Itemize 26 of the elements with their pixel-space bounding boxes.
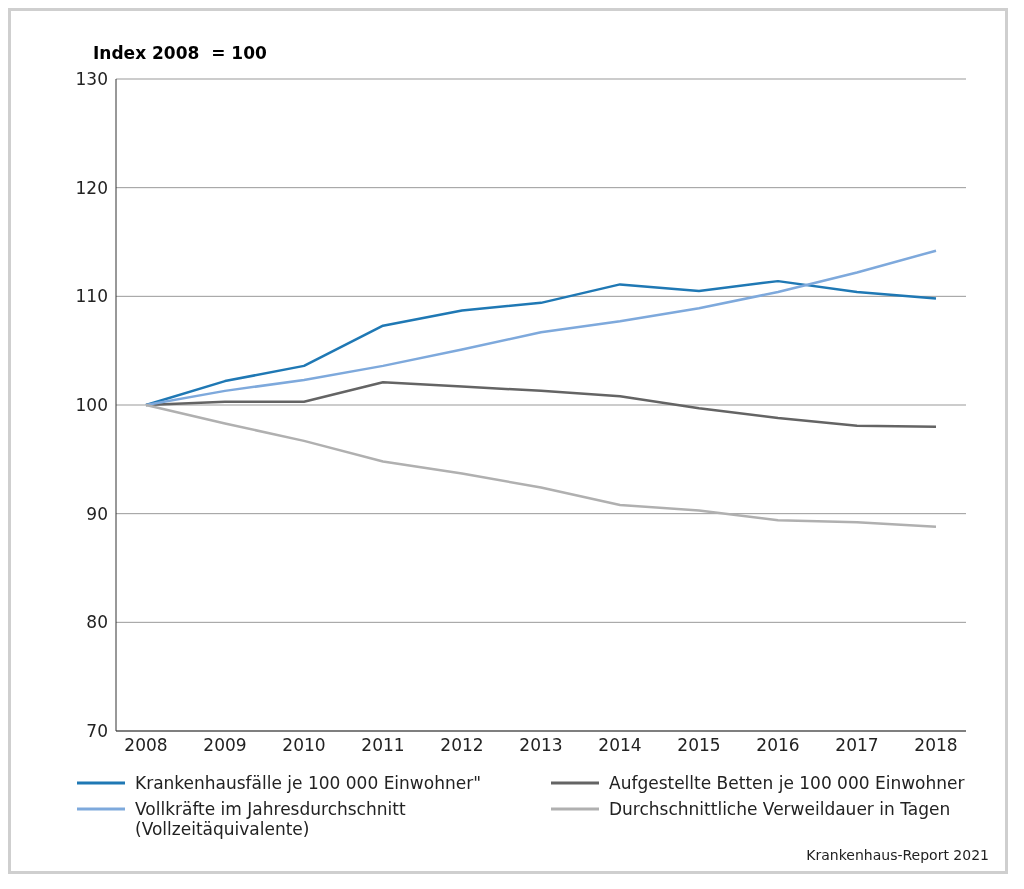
line-series xyxy=(144,403,938,528)
y-tick-label: 70 xyxy=(86,721,108,742)
y-tick-label: 120 xyxy=(75,177,108,198)
x-tick-label: 2010 xyxy=(282,735,326,756)
x-tick-label: 2011 xyxy=(361,735,405,756)
y-tick-label: 90 xyxy=(86,503,108,524)
x-tick-label: 2016 xyxy=(756,735,800,756)
y-tick-label: 80 xyxy=(86,612,108,633)
y-tick-label: 100 xyxy=(75,395,108,416)
x-tick-label: 2009 xyxy=(203,735,247,756)
x-tick-label: 2018 xyxy=(914,735,958,756)
legend-label: Aufgestellte Betten je 100 000 Einwohner xyxy=(609,773,965,793)
legend-label: Krankenhausfälle je 100 000 Einwohner" xyxy=(135,773,481,793)
x-tick-label: 2015 xyxy=(677,735,721,756)
legend-label: Durchschnittliche Verweildauer in Tagen xyxy=(609,799,951,819)
y-tick-label: 130 xyxy=(75,69,108,90)
line-series xyxy=(144,249,938,407)
legend-label: Vollkräfte im Jahresdurchschnitt (Vollzeitäquivalente) xyxy=(135,799,407,839)
x-tick-label: 2012 xyxy=(440,735,484,756)
x-tick-label: 2014 xyxy=(598,735,642,756)
y-tick-label: 110 xyxy=(75,286,108,307)
x-tick-label: 2008 xyxy=(124,735,168,756)
text: Krankenhaus-Report 2021 xyxy=(806,847,989,863)
x-tick-label: 2013 xyxy=(519,735,563,756)
y-axis-title: Index 2008 = 100 xyxy=(93,43,267,63)
x-tick-label: 2017 xyxy=(835,735,879,756)
